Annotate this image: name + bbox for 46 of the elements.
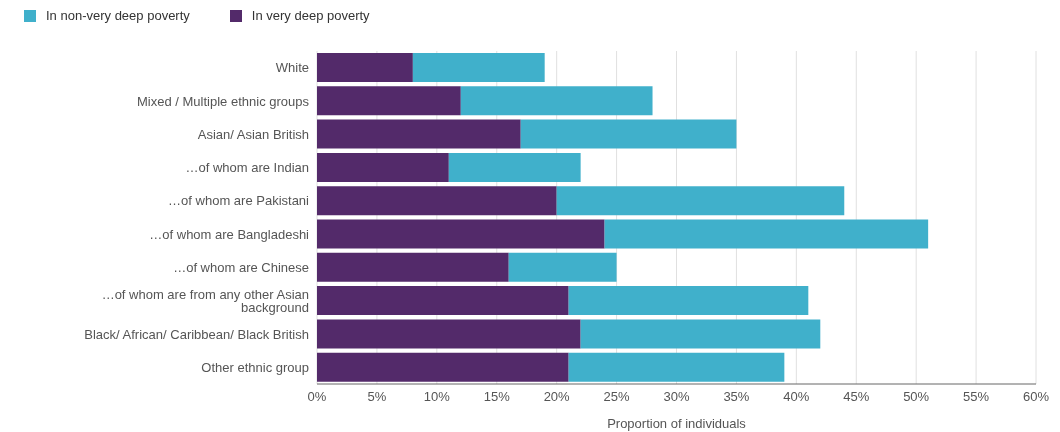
x-axis-title: Proportion of individuals	[607, 416, 747, 431]
bar	[317, 219, 605, 249]
x-tick-label: 55%	[963, 389, 990, 405]
x-tick-label: 50%	[903, 389, 930, 405]
bar	[520, 119, 737, 149]
bar	[317, 119, 521, 149]
bar	[317, 53, 413, 82]
bar	[317, 152, 449, 182]
y-tick-label: …of whom are Bangladeshi	[149, 226, 310, 242]
y-tick-label: …of whom are Pakistani	[168, 193, 310, 209]
legend-label: In very deep poverty	[250, 8, 370, 23]
y-tick-label: White	[275, 60, 309, 76]
x-tick-label: 15%	[483, 389, 511, 405]
bar	[412, 53, 545, 82]
x-tick-label: 30%	[663, 389, 690, 405]
x-tick-label: 60%	[1022, 389, 1050, 405]
y-tick-label: …of whom are from any other Asian background	[101, 286, 309, 315]
bar	[317, 352, 569, 382]
y-tick-label: Asian/ Asian British	[197, 126, 309, 142]
bar	[317, 186, 557, 216]
bar	[317, 286, 569, 316]
x-tick-label: 40%	[783, 389, 810, 405]
bar	[317, 252, 509, 282]
bar	[580, 319, 821, 349]
x-tick-label: 45%	[843, 389, 870, 405]
x-tick-label: 20%	[543, 389, 571, 405]
bar	[568, 286, 809, 316]
y-tick-label: Mixed / Multiple ethnic groups	[137, 93, 310, 109]
y-tick-label: Other ethnic group	[201, 359, 309, 375]
bar	[508, 252, 617, 282]
x-tick-label: 35%	[723, 389, 750, 405]
legend-label: In non-very deep poverty	[45, 8, 190, 23]
bar	[604, 219, 929, 249]
bar	[317, 319, 581, 349]
y-tick-label: …of whom are Indian	[185, 160, 309, 176]
x-tick-label: 10%	[423, 389, 451, 405]
x-tick-label: 0%	[307, 389, 327, 405]
y-tick-label: Black/ African/ Caribbean/ Black British	[84, 326, 309, 342]
x-tick-label: 25%	[603, 389, 631, 405]
bar	[448, 152, 581, 182]
bar	[317, 86, 461, 116]
bar	[460, 86, 653, 116]
y-tick-label: …of whom are Chinese	[173, 260, 309, 276]
bar	[556, 186, 845, 216]
bar	[568, 352, 785, 382]
x-tick-label: 5%	[367, 389, 387, 405]
